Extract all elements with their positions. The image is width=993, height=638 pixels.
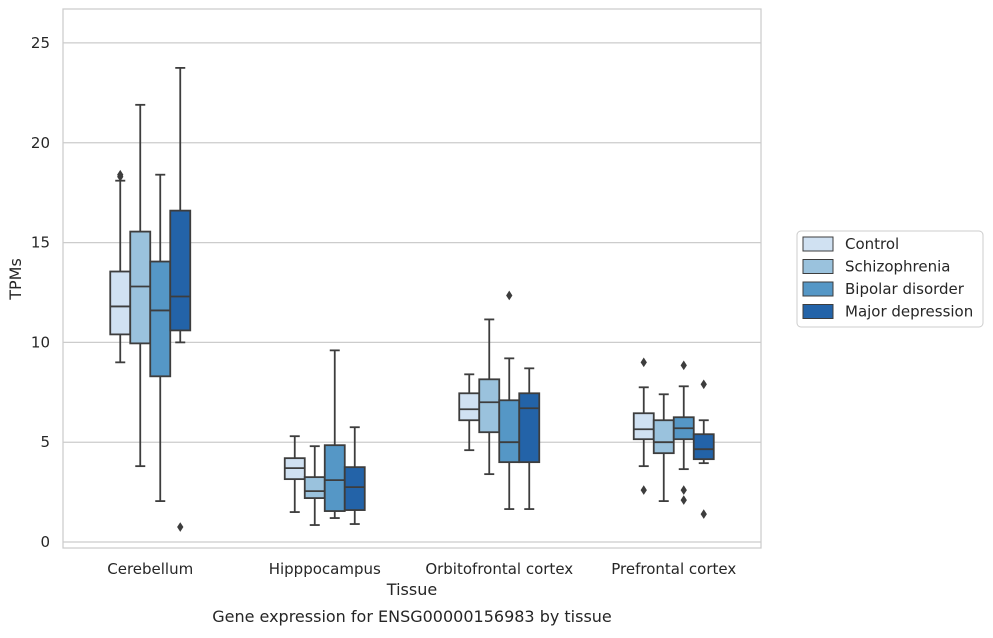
- box-group: [632, 357, 655, 495]
- y-tick-label: 5: [40, 433, 50, 451]
- box-group: [109, 169, 132, 364]
- box: [478, 378, 501, 434]
- box: [498, 399, 521, 464]
- legend-label: Schizophrenia: [845, 258, 950, 276]
- y-tick-labels: 0 5 10 15 20 25: [31, 34, 50, 551]
- box: [323, 444, 346, 512]
- legend-label: Bipolar disorder: [845, 280, 965, 298]
- legend-swatch: [802, 304, 834, 319]
- box-group: [129, 103, 152, 468]
- box-group: [478, 318, 501, 476]
- box-group: [652, 393, 675, 502]
- y-tick-label: 10: [31, 333, 50, 351]
- box-group: [323, 349, 346, 519]
- box-layer: [109, 66, 715, 532]
- legend-label: Control: [845, 235, 899, 253]
- legend-items: Control Schizophrenia Bipolar disorder Majo…: [802, 235, 973, 321]
- box-group: [343, 426, 366, 525]
- box: [632, 412, 655, 441]
- chart-caption: Gene expression for ENSG00000156983 by t…: [212, 607, 612, 626]
- box: [343, 466, 366, 511]
- box-group: [458, 373, 481, 452]
- legend-label: Major depression: [845, 303, 973, 321]
- y-tick-label: 15: [31, 234, 50, 252]
- outlier-point: [640, 357, 647, 368]
- outlier-point: [700, 509, 707, 519]
- x-tick-label: Hipppocampus: [269, 560, 381, 578]
- legend-frame: [796, 230, 984, 328]
- box: [109, 270, 132, 336]
- box-group: [303, 445, 326, 526]
- x-tick-labels: Cerebellum Hipppocampus Orbitofrontal cort…: [107, 560, 736, 578]
- x-axis-title: Tissue: [386, 580, 437, 599]
- box: [692, 433, 715, 461]
- legend: Control Schizophrenia Bipolar disorder Majo…: [796, 230, 984, 328]
- outlier-point: [680, 495, 687, 505]
- x-tick-label: Cerebellum: [107, 560, 193, 578]
- outlier-point: [680, 360, 687, 371]
- outlier-point: [680, 485, 687, 495]
- box-group: [169, 66, 192, 532]
- box-group: [498, 290, 521, 510]
- y-tick-label: 25: [31, 34, 50, 52]
- box-group: [672, 360, 695, 505]
- box-group: [149, 173, 172, 502]
- box: [652, 419, 675, 455]
- box-group: [692, 379, 715, 519]
- x-tick-label: Orbitofrontal cortex: [425, 560, 573, 578]
- legend-swatch: [802, 236, 834, 252]
- outlier-point: [506, 290, 513, 301]
- box: [169, 209, 192, 332]
- outlier-point: [700, 379, 707, 390]
- box: [303, 476, 326, 499]
- y-tick-label: 20: [31, 134, 50, 152]
- box-group: [283, 435, 306, 513]
- y-tick-label: 0: [40, 533, 50, 551]
- legend-swatch: [802, 259, 834, 274]
- x-tick-label: Prefrontal cortex: [611, 560, 736, 578]
- box: [129, 230, 152, 345]
- outlier-point: [640, 485, 647, 495]
- outlier-point: [177, 522, 184, 532]
- outlier-point: [117, 171, 124, 182]
- legend-swatch: [802, 281, 834, 297]
- plot-frame: [62, 8, 762, 549]
- box-group: [518, 367, 541, 510]
- box: [518, 392, 541, 464]
- box: [149, 260, 172, 378]
- box: [458, 392, 481, 422]
- y-axis-title: TPMs: [6, 258, 25, 301]
